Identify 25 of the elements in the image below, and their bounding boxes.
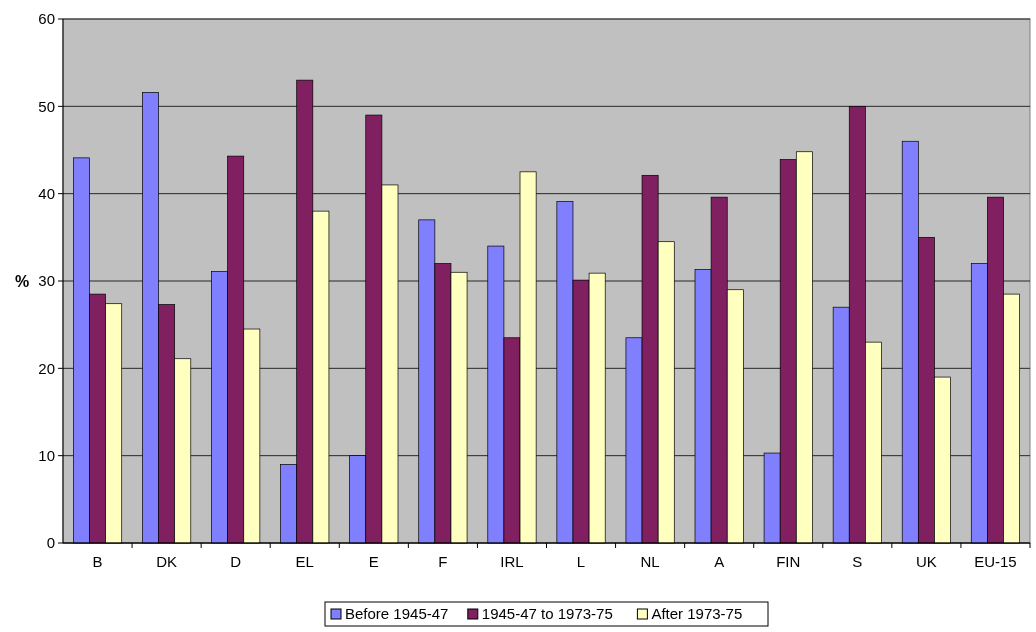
y-tick-label: 20 <box>38 359 55 377</box>
x-tick-label: E <box>368 553 379 570</box>
x-tick-label: F <box>438 553 448 570</box>
legend-label: After 1973-75 <box>651 605 743 623</box>
x-tick-label: NL <box>640 553 660 570</box>
y-tick-label: 40 <box>38 184 55 202</box>
x-tick-label: UK <box>915 553 937 570</box>
x-tick-label: EU-15 <box>974 553 1017 570</box>
x-tick-label: L <box>576 553 586 570</box>
x-tick-label: FIN <box>776 553 801 570</box>
x-tick-label: EL <box>295 553 314 570</box>
y-axis-title: % <box>14 272 30 290</box>
x-tick-label: IRL <box>500 553 524 570</box>
y-tick-label: 10 <box>38 446 55 464</box>
legend-label: 1945-47 to 1973-75 <box>481 605 613 623</box>
x-tick-label: DK <box>156 553 178 570</box>
y-tick-label: 50 <box>38 97 55 115</box>
x-tick-label: D <box>230 553 242 570</box>
y-tick-label: 0 <box>46 534 55 552</box>
x-tick-label: A <box>714 553 725 570</box>
x-tick-label: S <box>852 553 863 570</box>
y-tick-label: 60 <box>38 10 55 28</box>
x-tick-label: B <box>92 553 103 570</box>
y-tick-label: 30 <box>38 272 55 290</box>
legend-label: Before 1945-47 <box>345 605 449 623</box>
